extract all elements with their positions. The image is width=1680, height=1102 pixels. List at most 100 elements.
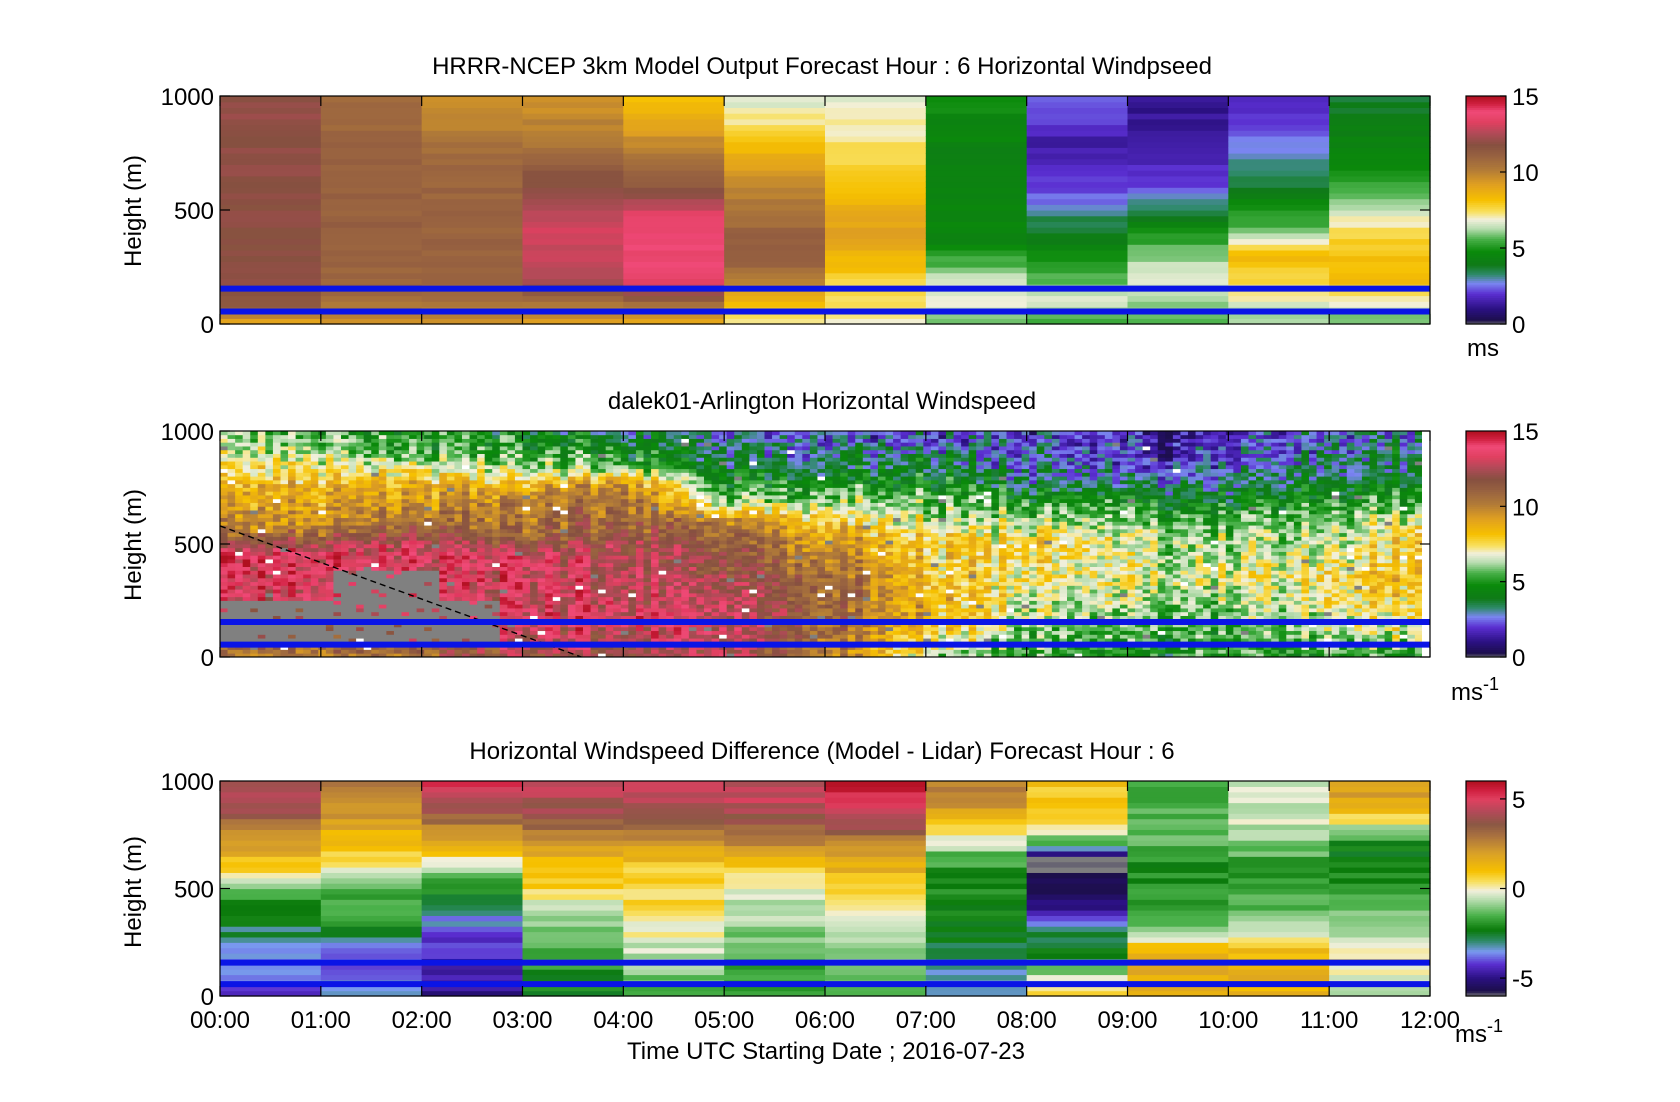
heat-cell [310, 574, 319, 579]
heat-cell [719, 476, 728, 481]
heat-cell [530, 442, 539, 447]
heat-cell [310, 528, 319, 534]
heat-cell [514, 495, 523, 500]
heat-cell [242, 544, 251, 549]
colorbar-cell [1466, 192, 1506, 196]
heat-cell [431, 547, 440, 552]
heat-cell [635, 461, 644, 466]
heat-cell [492, 449, 501, 454]
heat-cell [484, 449, 493, 454]
heat-cell [280, 506, 289, 511]
heat-cell [560, 453, 569, 458]
heat-cell [620, 574, 629, 579]
lidar-column [477, 431, 486, 658]
heat-cell [484, 615, 493, 620]
heat-cell [242, 483, 251, 488]
heat-cell [507, 574, 516, 579]
heat-cell [719, 596, 728, 601]
heat-cell [446, 525, 455, 530]
heat-cell [666, 517, 675, 522]
heat-cell [227, 608, 236, 613]
heat-cell [325, 536, 334, 541]
heat-cell [651, 600, 660, 605]
heat-cell [424, 506, 433, 511]
heat-cell [681, 570, 690, 575]
heat-cell [719, 604, 728, 609]
heat-cell [590, 536, 599, 541]
heat-cell [401, 634, 410, 639]
heat-cell [421, 278, 524, 285]
heat-cell [484, 630, 493, 635]
heat-cell [310, 638, 319, 643]
heat-cell [462, 468, 470, 473]
heat-cell [325, 498, 334, 503]
heat-cell [454, 510, 463, 515]
heat-cell [484, 461, 493, 466]
heat-cell [583, 559, 591, 564]
heat-cell [605, 547, 614, 552]
heat-cell [719, 547, 728, 552]
heat-cell [1026, 141, 1129, 148]
heat-cell [348, 540, 357, 545]
heat-cell [530, 446, 539, 451]
heat-cell [522, 457, 531, 462]
heat-cell [666, 544, 675, 549]
heat-cell [651, 434, 660, 439]
heat-cell [1026, 198, 1129, 205]
heat-cell [567, 517, 576, 522]
heat-cell [310, 581, 319, 586]
heat-cell [318, 547, 327, 552]
heat-cell [1127, 147, 1229, 154]
heat-cell [590, 649, 599, 654]
heat-cell [643, 464, 652, 470]
heat-cell [545, 608, 554, 613]
heat-cell [825, 192, 927, 200]
heat-cell [318, 495, 327, 500]
heat-cell [719, 483, 728, 488]
heat-cell [711, 517, 720, 522]
heat-cell [825, 158, 927, 165]
heat-cell [552, 566, 561, 571]
heat-cell [726, 581, 735, 586]
heat-cell [265, 608, 274, 613]
heat-cell [658, 502, 667, 507]
heat-cell [681, 461, 690, 466]
heat-cell [220, 596, 228, 601]
heat-cell [726, 506, 735, 511]
heat-cell [348, 453, 357, 458]
heat-cell [673, 528, 682, 534]
heat-cell [666, 479, 675, 485]
heat-cell [1228, 204, 1330, 211]
heat-cell [658, 574, 667, 579]
heat-cell [227, 479, 236, 485]
heat-cell [537, 608, 546, 613]
heat-cell [288, 600, 297, 605]
heat-cell [514, 476, 523, 481]
heat-cell [341, 615, 349, 620]
heat-cell [514, 615, 523, 620]
heat-cell [424, 581, 433, 586]
heat-cell [925, 124, 1028, 131]
heat-cell [416, 562, 425, 567]
heat-cell [658, 453, 667, 458]
heat-cell [356, 585, 365, 590]
heat-cell [227, 604, 236, 609]
colorbar-cell [1466, 274, 1506, 278]
heat-cell [220, 210, 322, 217]
heat-cell [560, 487, 569, 492]
heat-cell [623, 141, 725, 148]
heat-cell [363, 649, 372, 654]
heat-cell [280, 532, 289, 537]
heat-cell [310, 570, 319, 575]
heat-cell [567, 566, 576, 571]
heat-cell [925, 147, 1028, 154]
heat-cell [469, 536, 478, 541]
heat-cell [590, 634, 599, 639]
heat-cell [1127, 261, 1229, 268]
heat-cell [605, 604, 614, 609]
heat-cell [681, 604, 690, 609]
heat-cell [310, 431, 319, 436]
heat-cell [583, 566, 591, 571]
heat-cell [393, 596, 402, 601]
heat-cell [265, 630, 274, 635]
